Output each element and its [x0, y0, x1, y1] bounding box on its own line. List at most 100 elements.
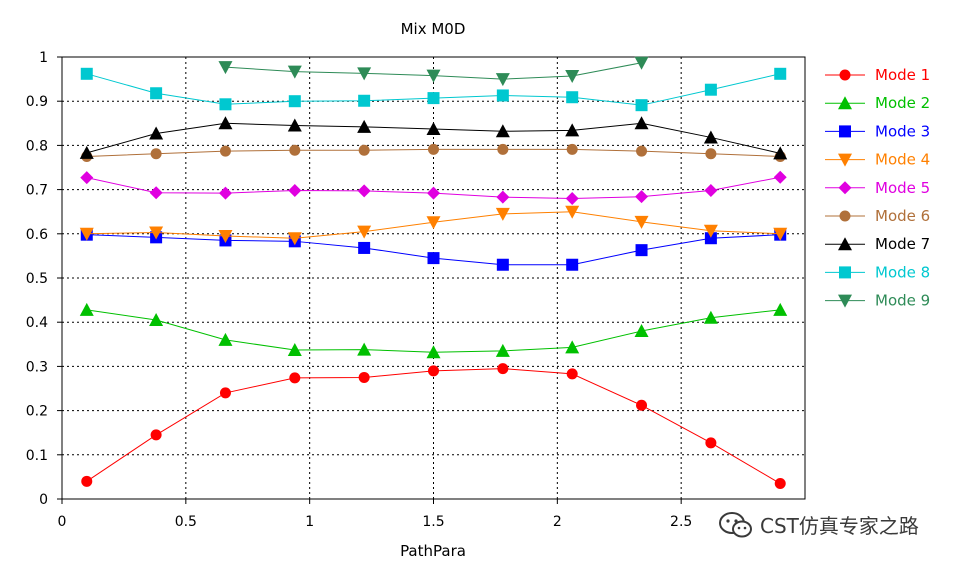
data-point	[566, 258, 579, 271]
data-point	[495, 124, 510, 138]
data-point	[497, 143, 509, 155]
data-point	[358, 371, 370, 383]
x-axis-title: PathPara	[400, 542, 466, 560]
legend: Mode 1 Mode 2 Mode 3 Mode 4 Mode 5 Mode 6 Mode…	[825, 66, 930, 310]
data-point	[565, 70, 580, 84]
series-6	[81, 143, 786, 162]
y-tick-label: 1	[39, 50, 48, 66]
data-point	[427, 92, 440, 105]
data-point	[705, 148, 717, 160]
series-line	[86, 368, 781, 484]
legend-label: Mode 7	[875, 235, 930, 253]
legend-marker	[838, 181, 852, 195]
data-point	[703, 224, 718, 238]
data-point	[218, 61, 233, 75]
data-point	[426, 122, 441, 136]
series-8	[80, 67, 787, 112]
y-tick-label: 0.4	[26, 315, 48, 331]
legend-marker	[839, 266, 851, 279]
data-point	[289, 372, 301, 384]
y-tick-label: 0	[39, 492, 48, 508]
legend-entry-5: Mode 5	[825, 179, 930, 197]
data-point	[773, 227, 788, 241]
data-point	[705, 437, 717, 449]
data-point	[636, 145, 648, 157]
legend-label: Mode 5	[875, 179, 930, 197]
y-tick-label: 0.2	[26, 404, 48, 420]
data-point	[218, 230, 233, 244]
data-point	[495, 343, 510, 357]
y-tick-label: 0.7	[26, 183, 48, 199]
series-7	[79, 116, 788, 160]
data-point	[219, 145, 231, 157]
data-point	[635, 99, 648, 112]
data-point	[218, 116, 233, 130]
series-4	[79, 205, 788, 246]
data-point	[149, 226, 164, 240]
data-point	[427, 252, 440, 265]
watermark-text: CST仿真专家之路	[760, 514, 919, 538]
legend-marker	[838, 237, 852, 251]
data-point	[773, 146, 788, 160]
data-point	[287, 232, 302, 246]
x-tick-label: 0.5	[175, 514, 197, 530]
data-point	[287, 343, 302, 357]
data-point	[773, 302, 788, 316]
data-point	[495, 73, 510, 87]
legend-label: Mode 2	[875, 94, 930, 112]
series-5	[80, 170, 787, 205]
data-point	[428, 143, 439, 155]
x-tick-label: 0	[58, 514, 67, 530]
data-point	[566, 143, 578, 155]
legend-label: Mode 8	[875, 263, 930, 281]
data-point	[80, 171, 94, 185]
y-tick-label: 0.8	[26, 138, 48, 154]
legend-label: Mode 4	[875, 151, 930, 169]
data-point	[357, 119, 372, 133]
data-point	[218, 186, 232, 200]
series-1	[81, 363, 786, 490]
data-point	[428, 365, 439, 377]
data-point	[774, 67, 787, 80]
data-point	[565, 191, 579, 205]
series	[79, 56, 788, 490]
data-point	[634, 116, 649, 130]
data-point	[774, 478, 786, 490]
legend-marker	[838, 153, 852, 167]
data-point	[703, 310, 718, 324]
data-point	[634, 324, 649, 338]
data-point	[496, 190, 510, 204]
y-tick-label: 0.9	[26, 94, 48, 110]
data-point	[149, 186, 163, 200]
y-tick-label: 0.1	[26, 448, 48, 464]
data-point	[150, 87, 163, 100]
axes: 0 0.1 0.2 0.3 0.4 0.5 0.6 0.7 0.8 0.9 1 0 0.5 1 1.5 2 2.…	[26, 50, 806, 530]
data-point	[79, 145, 94, 159]
data-point	[704, 232, 717, 245]
data-point	[219, 98, 232, 111]
data-point	[773, 170, 787, 184]
data-point	[218, 332, 233, 346]
x-tick-label: 1	[305, 514, 314, 530]
series-2	[79, 302, 788, 359]
data-point	[426, 216, 441, 230]
data-point	[704, 83, 717, 96]
data-point	[495, 207, 510, 221]
data-point	[634, 215, 649, 229]
series-3	[80, 228, 787, 271]
data-point	[635, 190, 649, 204]
y-tick-label: 0.3	[26, 359, 48, 375]
data-point	[358, 144, 370, 156]
legend-entry-6: Mode 6	[825, 207, 930, 225]
legend-marker	[839, 125, 851, 138]
data-point	[565, 123, 580, 137]
data-point	[566, 368, 578, 380]
legend-marker	[839, 210, 851, 222]
data-point	[357, 67, 372, 81]
data-point	[565, 340, 580, 354]
legend-label: Mode 9	[875, 292, 930, 310]
data-point	[704, 183, 718, 197]
data-point	[219, 387, 231, 399]
data-point	[289, 144, 301, 156]
